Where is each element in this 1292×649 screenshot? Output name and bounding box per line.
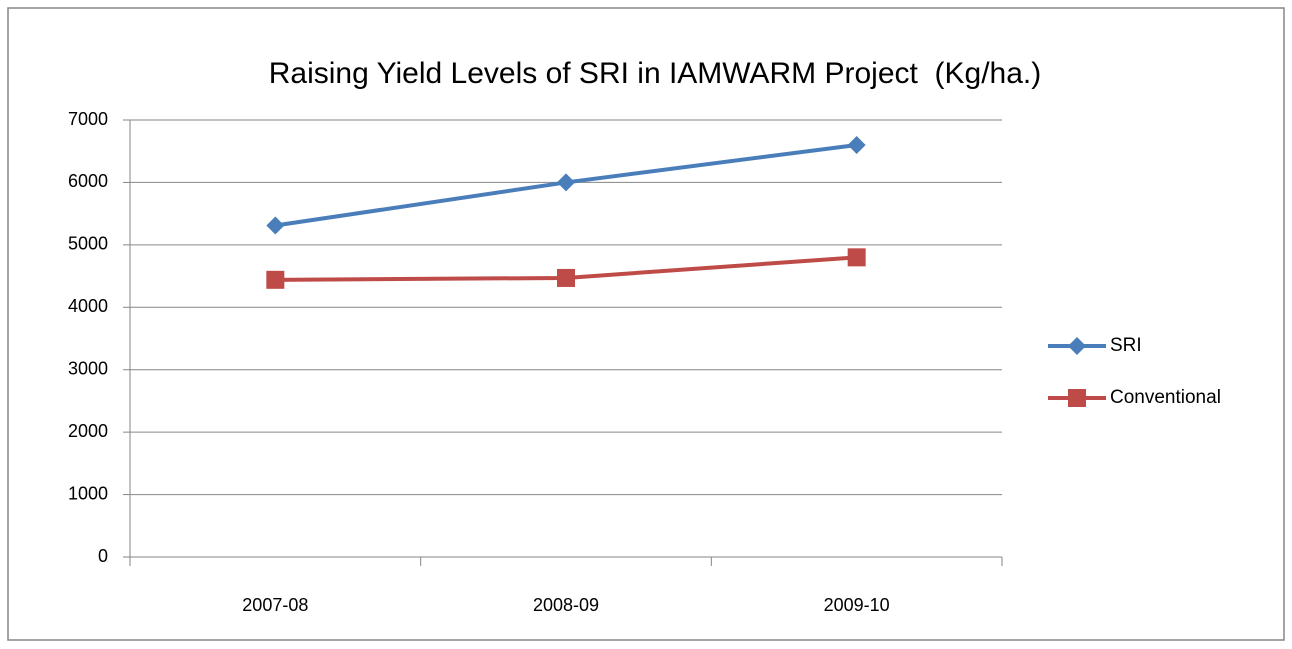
data-point bbox=[266, 270, 285, 289]
y-tick-label: 0 bbox=[98, 546, 108, 566]
data-point bbox=[557, 173, 575, 192]
x-tick-label: 2007-08 bbox=[242, 595, 308, 615]
legend-marker bbox=[1068, 389, 1086, 407]
chart-border bbox=[7, 7, 1285, 641]
y-tick-label: 1000 bbox=[68, 483, 108, 503]
legend-label: SRI bbox=[1110, 335, 1142, 356]
y-tick-label: 2000 bbox=[68, 421, 108, 441]
y-tick-label: 5000 bbox=[68, 234, 108, 254]
y-tick-label: 3000 bbox=[68, 358, 108, 378]
data-point bbox=[557, 268, 575, 287]
data-point bbox=[847, 248, 866, 267]
data-point bbox=[847, 135, 866, 154]
x-tick-label: 2009-10 bbox=[824, 595, 890, 615]
y-tick-label: 7000 bbox=[68, 109, 108, 129]
legend-marker bbox=[1068, 337, 1086, 355]
y-tick-label: 4000 bbox=[68, 296, 108, 316]
y-tick-label: 6000 bbox=[68, 171, 108, 191]
x-tick-label: 2008-09 bbox=[533, 595, 599, 615]
data-point bbox=[266, 216, 285, 235]
chart-title: Raising Yield Levels of SRI in IAMWARM P… bbox=[269, 57, 1042, 90]
legend-label: Conventional bbox=[1110, 387, 1221, 408]
